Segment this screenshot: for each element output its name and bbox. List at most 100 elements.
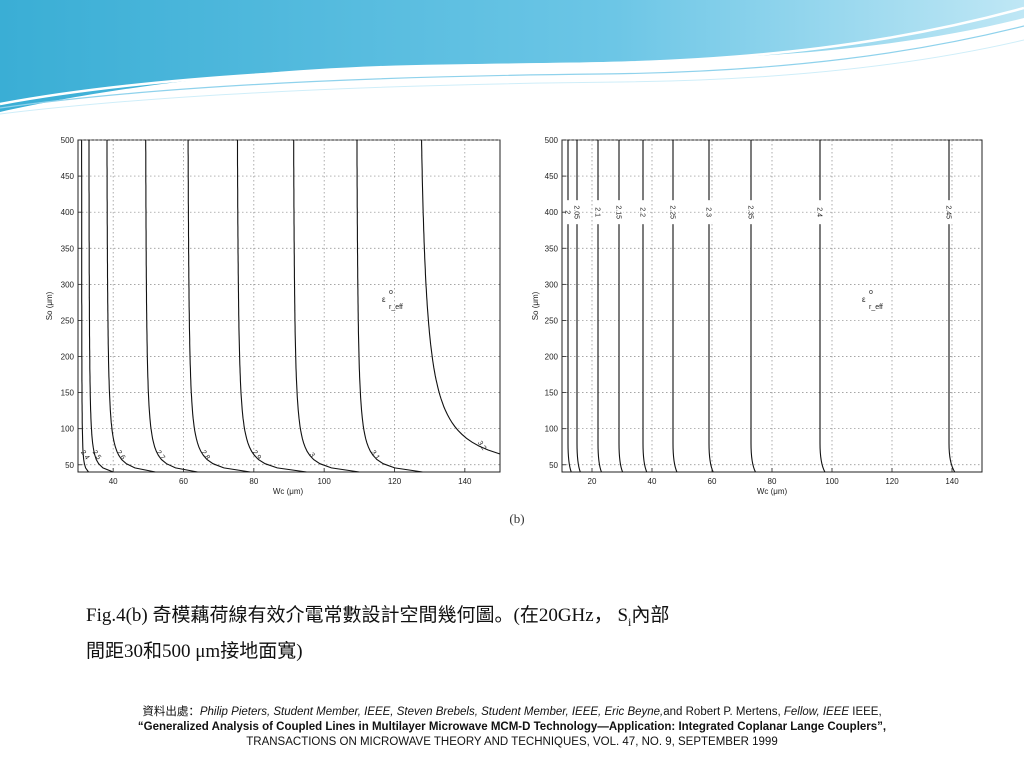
caption-line-1: Fig.4(b) 奇模藕荷線有效介電常數設計空間幾何圖。(在20GHz， Si內… [86,601,946,637]
y-tick-label: 200 [61,353,75,362]
y-tick-label: 300 [545,280,559,289]
right-y-axis-label: So (μm) [531,291,540,320]
contour-label-bg [615,200,623,225]
right-annotation-sup: o [869,289,873,296]
y-tick-label: 50 [65,461,74,470]
plot-frame [77,139,501,473]
x-tick-label: 120 [885,477,899,486]
contour-line [106,140,156,473]
reference-fellow: Fellow, IEEE [783,706,850,718]
x-tick-label: 20 [588,477,597,486]
contour-line [576,140,581,473]
contour-label: 2.4 [816,207,823,217]
contour-label: 3 [308,452,316,459]
right-annotation-sub: r_eff [869,304,883,311]
y-tick-label: 250 [61,316,75,325]
left-plot-annotation: ε o r_eff [382,289,403,311]
y-tick-label: 150 [545,389,559,398]
left-annotation-base: ε [382,295,386,304]
contour-label-bg [945,200,953,225]
contour-label: 2.8 [199,449,210,461]
y-tick-label: 350 [61,244,75,253]
y-tick-label: 350 [545,244,559,253]
contour-label: 2.45 [945,205,952,219]
contour-label-bg [564,200,572,225]
right-x-axis-label: Wc (μm) [757,487,788,496]
contour-line [187,140,251,473]
x-tick-label: 140 [945,477,959,486]
reference-authors: Philip Pieters, Student Member, IEEE, St… [199,706,664,718]
contour-label: 2.6 [115,449,126,461]
contour-label: 2.7 [154,449,165,461]
left-contour-plot: 2.4 2.5 2.6 2.7 2.8 2.9 3 3.1 3.2 40 60 80 100 120 14… [45,136,501,496]
contour-line [421,140,501,455]
contour-label: 2.25 [669,205,676,219]
y-tick-label: 100 [61,425,75,434]
reference-title: “Generalized Analysis of Coupled Lines i… [137,721,887,733]
x-tick-label: 140 [458,477,472,486]
source-reference: 資料出處：Philip Pieters, Student Member, IEE… [20,705,1004,750]
contour-label: 2.3 [705,207,712,217]
y-tick-label: 500 [545,136,559,145]
contour-label-bg [573,200,581,225]
right-plot-annotation: ε o r_eff [862,289,883,311]
caption-subscript: i [628,614,632,629]
contour-label: 2.9 [251,449,262,461]
x-tick-label: 60 [179,477,188,486]
x-tick-label: 80 [768,477,777,486]
contour-label: 2.5 [91,449,102,461]
x-tick-label: 100 [317,477,331,486]
contour-line [750,140,756,473]
y-tick-label: 400 [545,208,559,217]
contour-line [236,140,307,473]
y-tick-label: 250 [545,316,559,325]
contour-line [618,140,624,473]
contour-label-bg [747,200,755,225]
y-tick-label: 100 [545,425,559,434]
contour-line [567,140,572,473]
contour-line [672,140,678,473]
contour-label: 2.15 [615,205,622,219]
contour-line [356,140,423,473]
contour-label: 3.2 [476,440,487,452]
contour-line [293,140,360,473]
left-annotation-sub: r_eff [389,304,403,311]
reference-label: 資料出處： [142,706,200,718]
contour-label: 2.1 [594,207,601,217]
contour-label-bg [705,200,713,225]
y-tick-label: 50 [549,461,558,470]
contour-label: 2 [564,210,571,214]
x-tick-label: 60 [708,477,717,486]
contour-label-bg [816,200,824,225]
reference-ieee: IEEE, [849,706,882,718]
contour-line [81,140,89,473]
y-tick-label: 400 [61,208,75,217]
x-tick-label: 100 [825,477,839,486]
x-tick-label: 80 [249,477,258,486]
caption-line-2: 間距30和500 μm接地面寬) [86,640,303,662]
contour-label-bg [594,200,602,225]
y-tick-label: 450 [61,172,75,181]
contour-line [819,140,826,473]
y-tick-label: 450 [545,172,559,181]
reference-authors-plain: and Robert P. Mertens, [663,706,784,718]
reference-journal: TRANSACTIONS ON MICROWAVE THEORY AND TEC… [246,736,778,748]
header-wave-decoration [0,0,1024,115]
y-tick-label: 150 [61,389,75,398]
contour-label-bg [639,200,647,225]
contour-label: 2.05 [573,205,580,219]
y-tick-label: 300 [61,280,75,289]
right-annotation-base: ε [862,295,866,304]
y-tick-label: 200 [545,353,559,362]
left-y-axis-label: So (μm) [45,291,54,320]
reference-authors-line: 資料出處：Philip Pieters, Student Member, IEE… [20,705,1004,720]
figure-caption: Fig.4(b) 奇模藕荷線有效介電常數設計空間幾何圖。(在20GHz， Si內… [86,601,946,667]
contour-line [948,140,956,473]
contour-label-bg [669,200,677,225]
contour-line [642,140,648,473]
contour-line [88,140,114,473]
x-tick-label: 40 [648,477,657,486]
caption-line-1-text: Fig.4(b) 奇模藕荷線有效介電常數設計空間幾何圖。(在20GHz， S [86,605,629,626]
y-tick-label: 500 [61,136,75,145]
contour-line [145,140,198,473]
